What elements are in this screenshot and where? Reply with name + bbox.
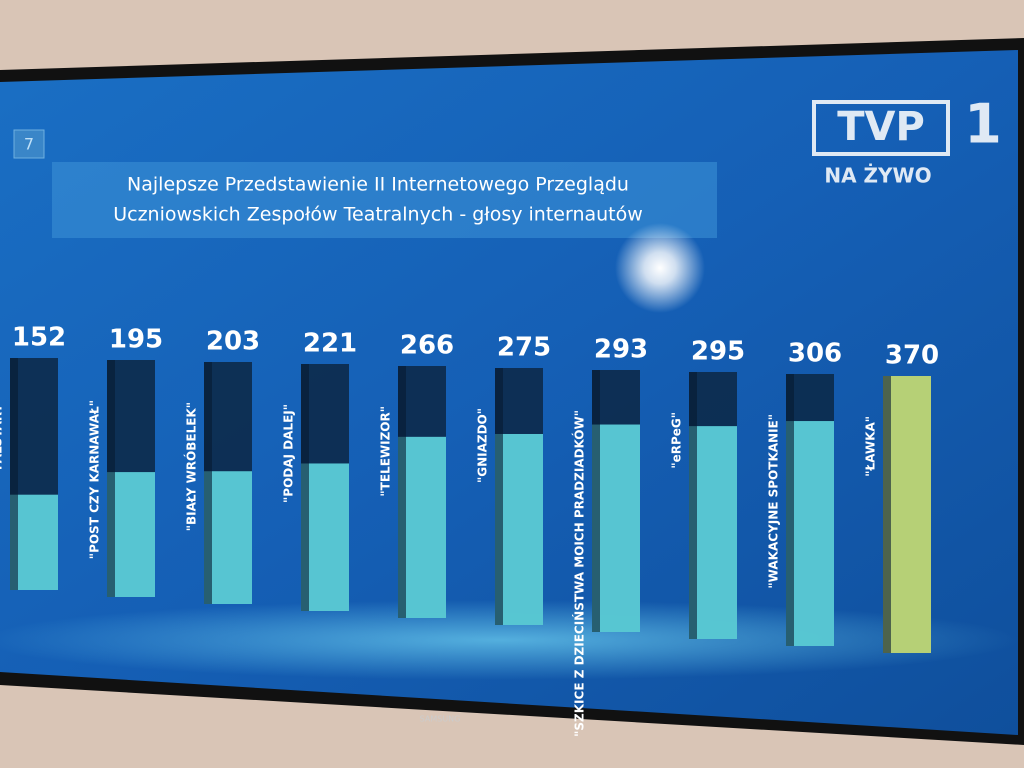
value-label: 152 [12,323,66,353]
value-label: 221 [303,329,357,359]
chart-title: Uczniowskich Zespołów Teatralnych - głos… [113,204,643,226]
x-tick-label: "ŁAWKA" [864,416,878,477]
logo-box [812,100,950,156]
logo-name: TVP [837,104,925,150]
chart-title: Najlepsze Przedstawienie II Internetoweg… [127,174,629,196]
x-tick-label: "eRPeG" [670,412,684,469]
live-label: NA ŻYWO [824,164,931,188]
bar-side [10,358,18,590]
value-label: 203 [206,327,260,357]
floor-glow [0,600,1020,680]
x-tick-label: "SZKICE Z DZIECIŃSTWA MOICH PRADZIADKÓW" [572,410,587,737]
value-label: 266 [400,331,454,361]
value-label: 370 [885,341,939,371]
bars: 152 "FALSTART" 195 "POST CZY KARNAWAŁ" 203 "B… [0,323,939,737]
x-tick-label: "BIAŁY WRÓBELEK" [184,402,199,531]
logo-number: 1 [964,93,1002,156]
x-tick-label: "POST CZY KARNAWAŁ" [88,400,102,559]
light-flare [615,223,705,313]
bar-side [107,360,115,597]
bar-side [301,364,309,611]
value-label: 295 [691,337,745,367]
title-box [52,162,717,238]
channel-number: 7 [24,135,34,154]
x-tick-label: "FALSTART" [0,398,5,476]
bar-side [592,370,600,632]
x-tick-label: "WAKACYJNE SPOTKANIE" [767,414,781,589]
x-tick-label: "PODAJ DALEJ" [282,404,296,503]
bar-side [786,374,794,646]
bar-side [398,366,406,618]
bar-side [883,376,891,653]
bar-side [689,372,697,639]
bar-side [495,368,503,625]
value-label: 195 [109,325,163,355]
value-label: 275 [497,333,551,363]
x-tick-label: "GNIAZDO" [476,408,490,483]
value-label: 306 [788,339,842,369]
value-label: 293 [594,335,648,365]
bar-side [204,362,212,604]
tv-brand: SAMSUNG [420,715,461,724]
channel-box [13,129,45,159]
x-tick-label: "TELEWIZOR" [379,406,393,497]
